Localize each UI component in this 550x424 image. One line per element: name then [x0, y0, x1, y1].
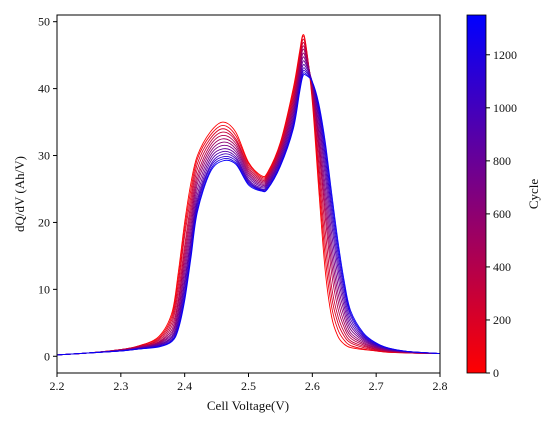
x-tick-label: 2.4	[177, 379, 192, 393]
series-line-cycle-1100	[57, 69, 440, 356]
x-axis-ticks: 2.2 2.3 2.4 2.5 2.6 2.7 2.8	[50, 373, 448, 393]
x-tick-label: 2.7	[369, 379, 384, 393]
colorbar-title: Cycle	[526, 179, 541, 210]
series-line-cycle-1000	[57, 67, 440, 356]
x-tick-label: 2.5	[241, 379, 256, 393]
colorbar-tick-label: 400	[493, 260, 511, 274]
series-line-cycle-300	[57, 42, 440, 356]
series-line-cycle-800	[57, 60, 440, 356]
x-tick-label: 2.8	[433, 379, 448, 393]
colorbar-tick-label: 800	[493, 154, 511, 168]
y-tick-label: 10	[38, 282, 50, 296]
colorbar-ticks: 0 200 400 600 800 1000 1200	[486, 48, 517, 380]
series-line-cycle-1300	[57, 74, 440, 356]
x-axis-title: Cell Voltage(V)	[207, 398, 289, 413]
y-tick-label: 30	[38, 149, 50, 163]
series-line-cycle-400	[57, 45, 440, 356]
y-tick-label: 20	[38, 215, 50, 229]
series-line-cycle-700	[57, 56, 440, 356]
series-line-cycle-1200	[57, 72, 440, 356]
colorbar-tick-label: 200	[493, 313, 511, 327]
x-tick-label: 2.6	[305, 379, 320, 393]
y-tick-label: 40	[38, 82, 50, 96]
series-line-cycle-200	[57, 38, 440, 356]
series-line-cycle-600	[57, 52, 440, 356]
x-tick-label: 2.2	[50, 379, 65, 393]
y-tick-label: 50	[38, 15, 50, 29]
series-line-cycle-900	[57, 64, 440, 356]
x-tick-label: 2.3	[113, 379, 128, 393]
y-axis-ticks: 0 10 20 30 40 50	[38, 15, 57, 363]
plot-frame	[56, 14, 441, 374]
y-tick-label: 0	[44, 349, 50, 363]
y-axis-title: dQ/dV (Ah/V)	[12, 156, 27, 232]
colorbar	[466, 14, 487, 374]
series-layer	[57, 34, 440, 356]
colorbar-tick-label: 1200	[493, 48, 517, 62]
series-line-cycle-500	[57, 48, 440, 356]
colorbar-tick-label: 0	[493, 366, 499, 380]
colorbar-tick-label: 600	[493, 207, 511, 221]
colorbar-tick-label: 1000	[493, 101, 517, 115]
series-line-cycle-0	[57, 34, 440, 356]
series-line-cycle-100	[57, 35, 440, 356]
